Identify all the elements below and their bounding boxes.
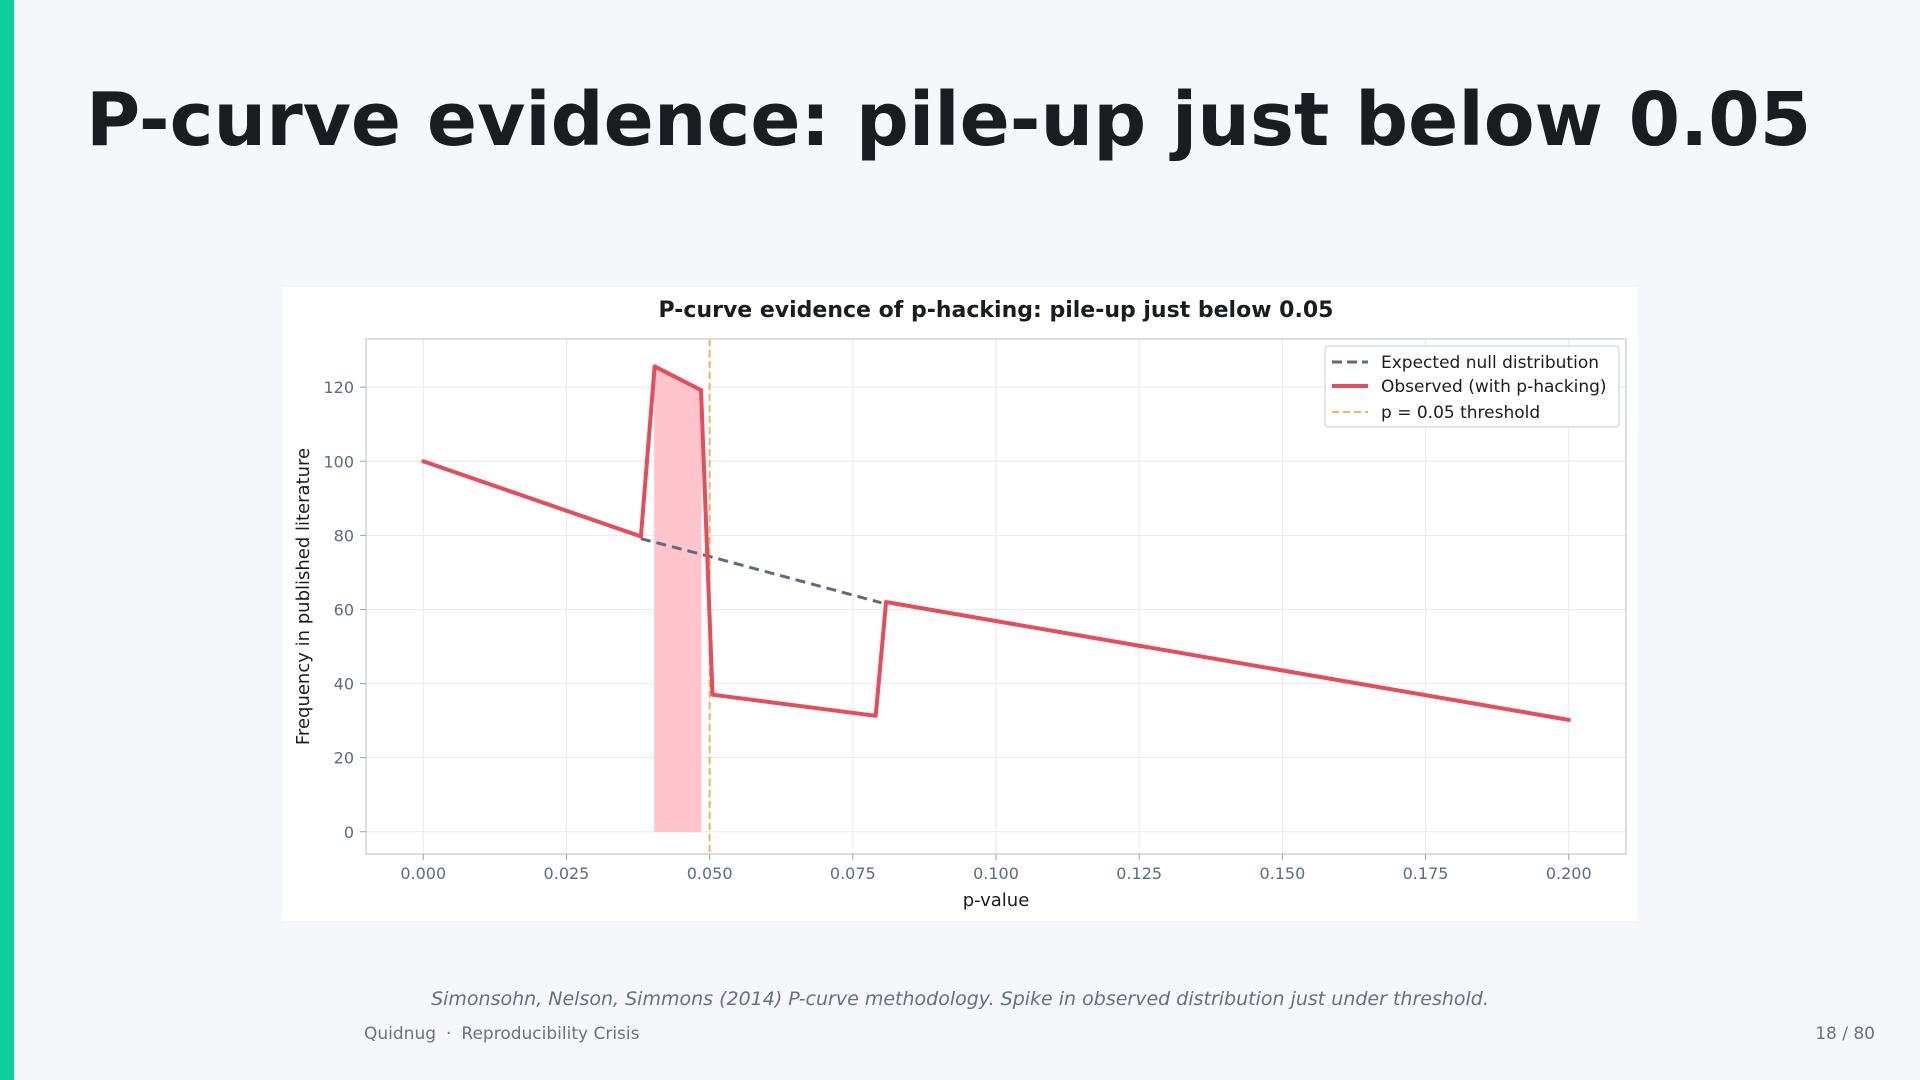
y-tick-label: 100 [323,452,354,471]
figure-card: P-curve evidence of p-hacking: pile-up j… [282,287,1638,921]
legend: Expected null distribution Observed (wit… [1324,345,1620,428]
x-tick-label: 0.150 [1259,864,1305,883]
x-tick-label: 0.075 [830,864,876,883]
legend-label-expected: Expected null distribution [1381,353,1599,373]
x-tick-label: 0.200 [1546,864,1592,883]
chart-title: P-curve evidence of p-hacking: pile-up j… [659,298,1334,323]
x-tick-label: 0.175 [1403,864,1449,883]
shaded-spike-region [654,365,702,833]
shaded-region-layer [654,365,702,833]
legend-label-threshold: p = 0.05 threshold [1381,403,1540,423]
legend-label-observed: Observed (with p-hacking) [1381,377,1607,397]
page-indicator: 18 / 80 [1815,1024,1875,1044]
observed-line [421,364,1571,722]
grid [366,339,1626,854]
footer-separator: · [446,1024,452,1044]
tick-layer: 0.000 0.025 0.050 0.075 0.100 0.125 0.150 0.175… [323,378,1591,883]
y-tick-label: 80 [334,526,354,545]
expected-null-line [640,537,882,605]
accent-bar [0,0,14,1080]
y-tick-label: 40 [334,675,354,694]
series-layer [421,364,1571,722]
x-tick-label: 0.100 [973,864,1019,883]
x-tick-label: 0.125 [1116,864,1162,883]
x-tick-label: 0.000 [400,864,446,883]
footer-brand: Quidnug [364,1024,437,1044]
x-tick-label: 0.025 [544,864,590,883]
legend-box [1324,345,1620,428]
y-tick-label: 120 [323,378,354,397]
y-tick-label: 0 [344,823,354,842]
x-tick-label: 0.050 [687,864,733,883]
y-tick-label: 60 [334,600,354,619]
footer: Quidnug · Reproducibility Crisis [364,1024,639,1044]
y-axis-label: Frequency in published literature [293,448,314,745]
pcurve-chart: P-curve evidence of p-hacking: pile-up j… [293,298,1627,911]
footer-topic: Reproducibility Crisis [461,1024,640,1044]
slide-caption: Simonsohn, Nelson, Simmons (2014) P-curv… [431,988,1489,1010]
y-tick-label: 20 [334,749,354,768]
x-axis-label: p-value [963,890,1030,911]
slide-title: P-curve evidence: pile-up just below 0.0… [86,77,1812,163]
